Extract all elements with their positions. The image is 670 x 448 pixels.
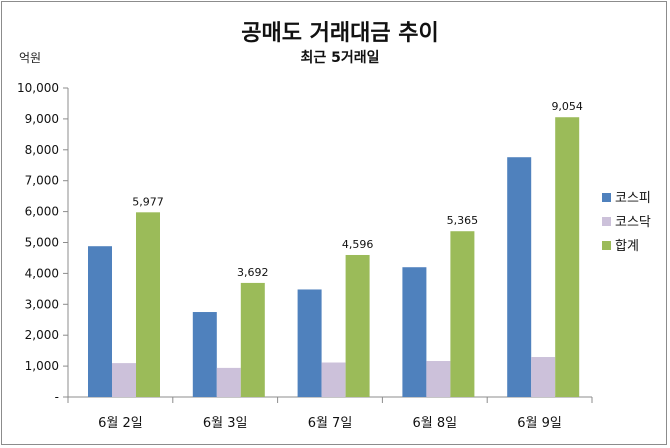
bar-코스닥 — [112, 363, 136, 397]
y-tick-label: 8,000 — [25, 143, 59, 157]
legend-label: 코스닥 — [615, 215, 651, 230]
bar-코스피 — [507, 157, 532, 397]
legend-label: 합계 — [615, 239, 639, 254]
y-tick-label: 7,000 — [25, 174, 59, 188]
x-category-label: 6월 9일 — [517, 416, 562, 431]
bar-코스닥 — [426, 361, 451, 397]
y-tick-label: 10,000 — [17, 81, 59, 95]
bar-합계 — [555, 117, 580, 398]
y-tick-label: 1,000 — [25, 359, 59, 373]
bar-코스피 — [88, 246, 112, 397]
legend-label: 코스피 — [615, 191, 651, 206]
data-label: 3,692 — [237, 266, 269, 279]
data-label: 4,596 — [342, 238, 374, 251]
plot-area: - 1,000 2,000 3,000 4,000 5,000 6,000 7,000 8,00… — [17, 81, 593, 431]
data-label: 5,365 — [447, 214, 479, 227]
x-category-label: 6월 7일 — [308, 416, 353, 431]
y-tick-label: 6,000 — [25, 205, 59, 219]
bar-합계 — [136, 212, 160, 397]
y-tick-label: 9,000 — [25, 112, 59, 126]
bar-합계 — [450, 231, 475, 397]
bar-코스닥 — [531, 357, 556, 397]
bar-코스닥 — [321, 362, 346, 397]
data-label: 9,054 — [551, 100, 583, 113]
bar-코스닥 — [216, 367, 241, 397]
y-tick-label: 5,000 — [25, 236, 59, 250]
x-category-label: 6월 8일 — [412, 416, 457, 431]
chart-title: 공매도 거래대금 추이 — [241, 21, 438, 46]
bar-코스피 — [192, 312, 217, 397]
legend-swatch — [602, 193, 611, 202]
y-tick-label: 3,000 — [25, 297, 59, 311]
bar-코스피 — [297, 289, 322, 397]
y-tick-label: 2,000 — [25, 328, 59, 342]
y-tick-label: 4,000 — [25, 266, 59, 280]
y-axis-unit-label: 억원 — [19, 51, 41, 65]
y-tick-label: - — [55, 390, 59, 404]
bar-코스피 — [402, 267, 427, 397]
x-category-label: 6월 3일 — [203, 416, 248, 431]
bar-합계 — [240, 282, 265, 397]
legend-swatch — [602, 217, 611, 226]
chart-subtitle: 최근 5거래일 — [300, 50, 379, 66]
bar-합계 — [345, 254, 370, 397]
legend-swatch — [602, 241, 611, 250]
data-label: 5,977 — [132, 195, 164, 208]
x-category-label: 6월 2일 — [98, 416, 143, 431]
